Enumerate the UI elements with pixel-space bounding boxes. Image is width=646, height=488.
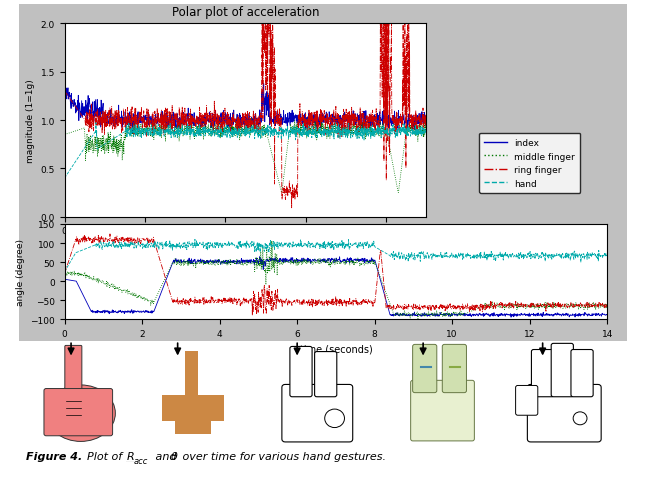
Text: $\theta$: $\theta$ [170, 449, 178, 461]
Text: and: and [152, 451, 180, 461]
X-axis label: time (seconds): time (seconds) [300, 344, 372, 354]
Text: $\mathit{R}$: $\mathit{R}$ [126, 449, 134, 461]
FancyBboxPatch shape [65, 346, 82, 399]
Bar [185, 371, 198, 385]
Circle shape [573, 412, 587, 425]
FancyBboxPatch shape [411, 381, 474, 441]
FancyBboxPatch shape [44, 389, 112, 436]
FancyBboxPatch shape [282, 385, 353, 442]
FancyBboxPatch shape [527, 385, 601, 442]
Bar [211, 408, 224, 422]
Text: acc: acc [134, 456, 148, 465]
Bar [211, 395, 224, 408]
Bar [162, 395, 175, 408]
Ellipse shape [46, 385, 116, 442]
Y-axis label: angle (degree): angle (degree) [16, 239, 25, 305]
X-axis label: time (seconds): time (seconds) [209, 242, 282, 251]
Bar [185, 361, 198, 374]
Bar [185, 408, 198, 422]
Bar [175, 395, 188, 408]
FancyBboxPatch shape [315, 352, 337, 397]
FancyBboxPatch shape [516, 386, 538, 415]
Bar [185, 421, 198, 434]
FancyBboxPatch shape [571, 350, 593, 397]
Text: over time for various hand gestures.: over time for various hand gestures. [179, 451, 386, 461]
Y-axis label: magnitude (1=1g): magnitude (1=1g) [26, 79, 35, 163]
FancyBboxPatch shape [443, 345, 466, 393]
Circle shape [325, 409, 344, 427]
Bar [185, 351, 198, 364]
Title: Polar plot of acceleration: Polar plot of acceleration [172, 6, 319, 19]
Text: Figure 4.: Figure 4. [26, 451, 82, 461]
Bar [198, 421, 211, 434]
Text: Plot of: Plot of [87, 451, 126, 461]
FancyBboxPatch shape [551, 344, 574, 397]
FancyBboxPatch shape [532, 350, 554, 397]
Bar [198, 408, 211, 422]
Bar [185, 395, 198, 408]
Bar [162, 408, 175, 422]
FancyBboxPatch shape [413, 345, 437, 393]
Bar [175, 408, 188, 422]
Legend: index, middle finger, ring finger, hand: index, middle finger, ring finger, hand [479, 133, 580, 194]
Bar [185, 382, 198, 395]
Bar [175, 421, 188, 434]
FancyBboxPatch shape [290, 346, 312, 397]
Bar [198, 395, 211, 408]
